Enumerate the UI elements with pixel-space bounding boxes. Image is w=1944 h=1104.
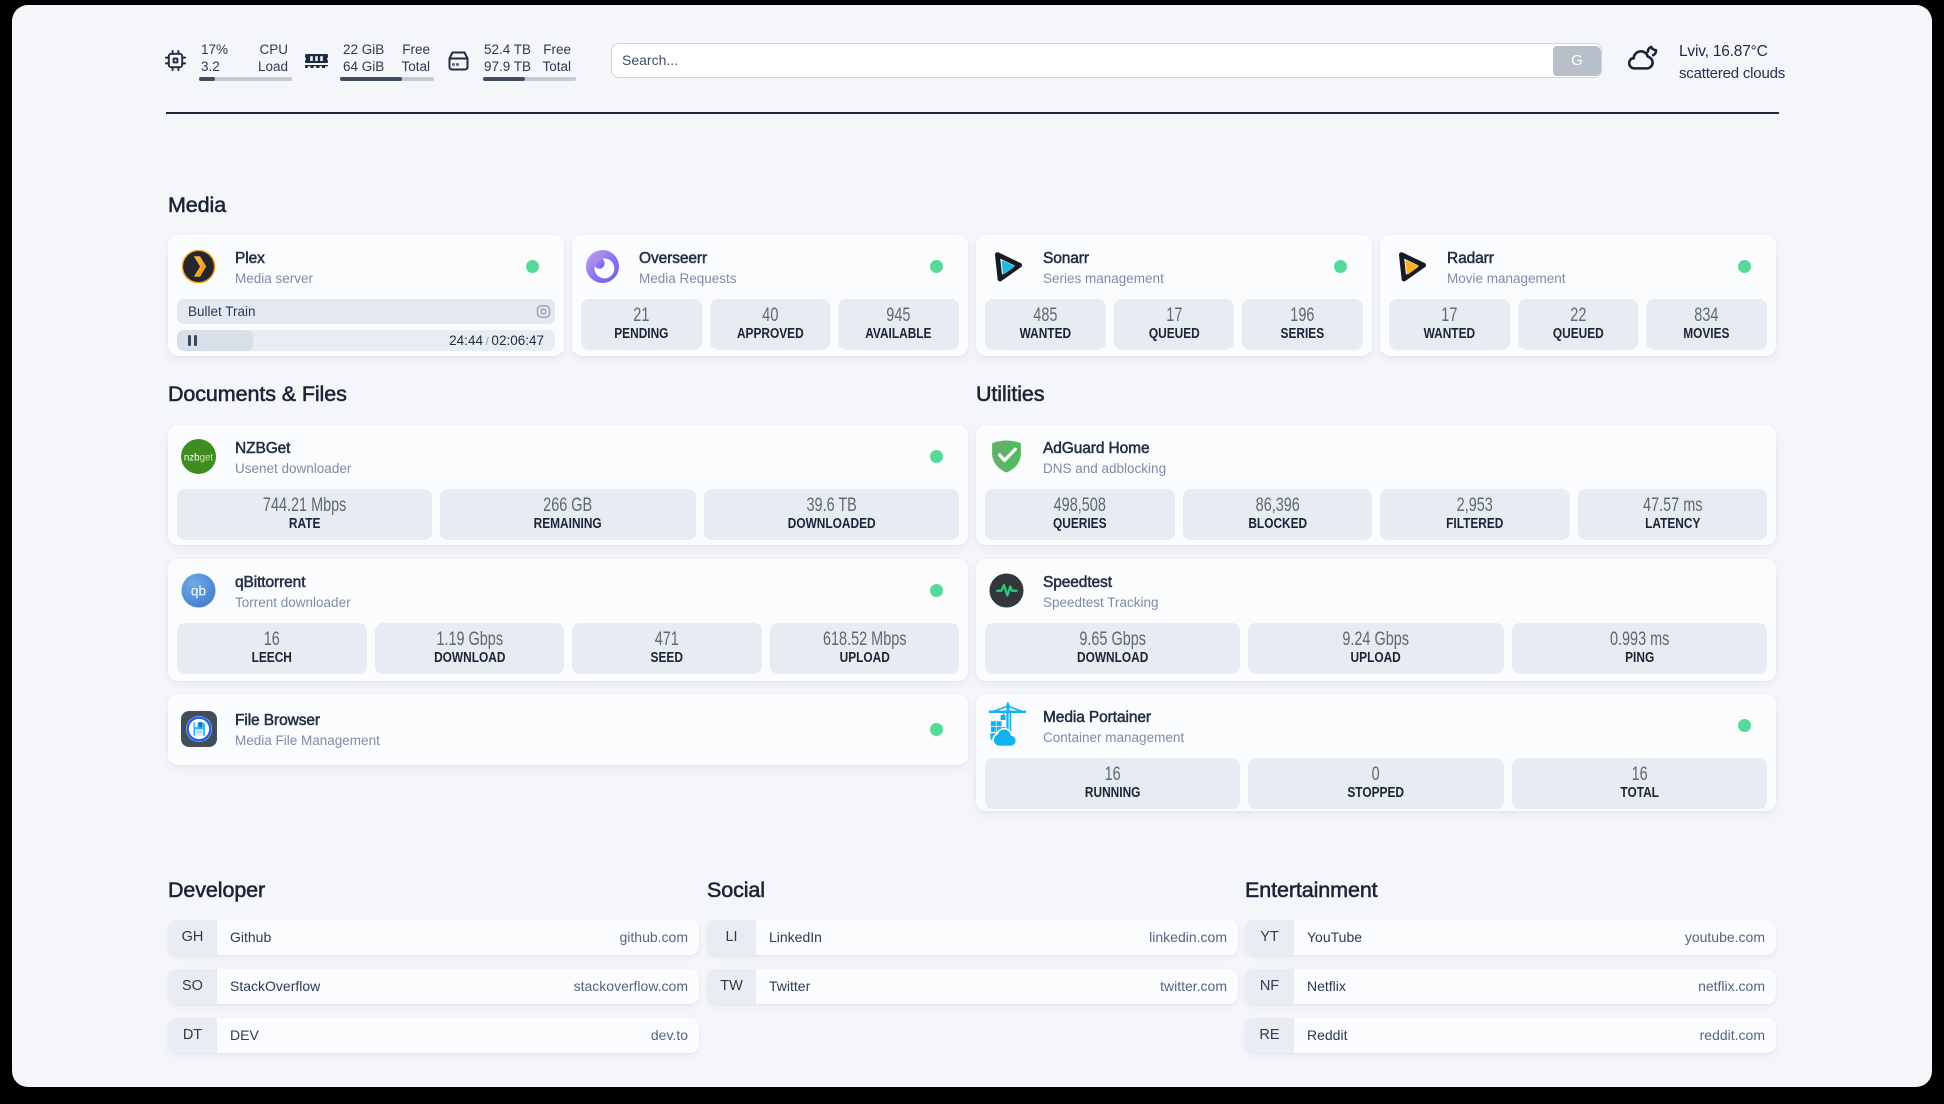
svg-text:nzbget: nzbget xyxy=(184,452,213,463)
svg-text:qb: qb xyxy=(191,583,206,598)
